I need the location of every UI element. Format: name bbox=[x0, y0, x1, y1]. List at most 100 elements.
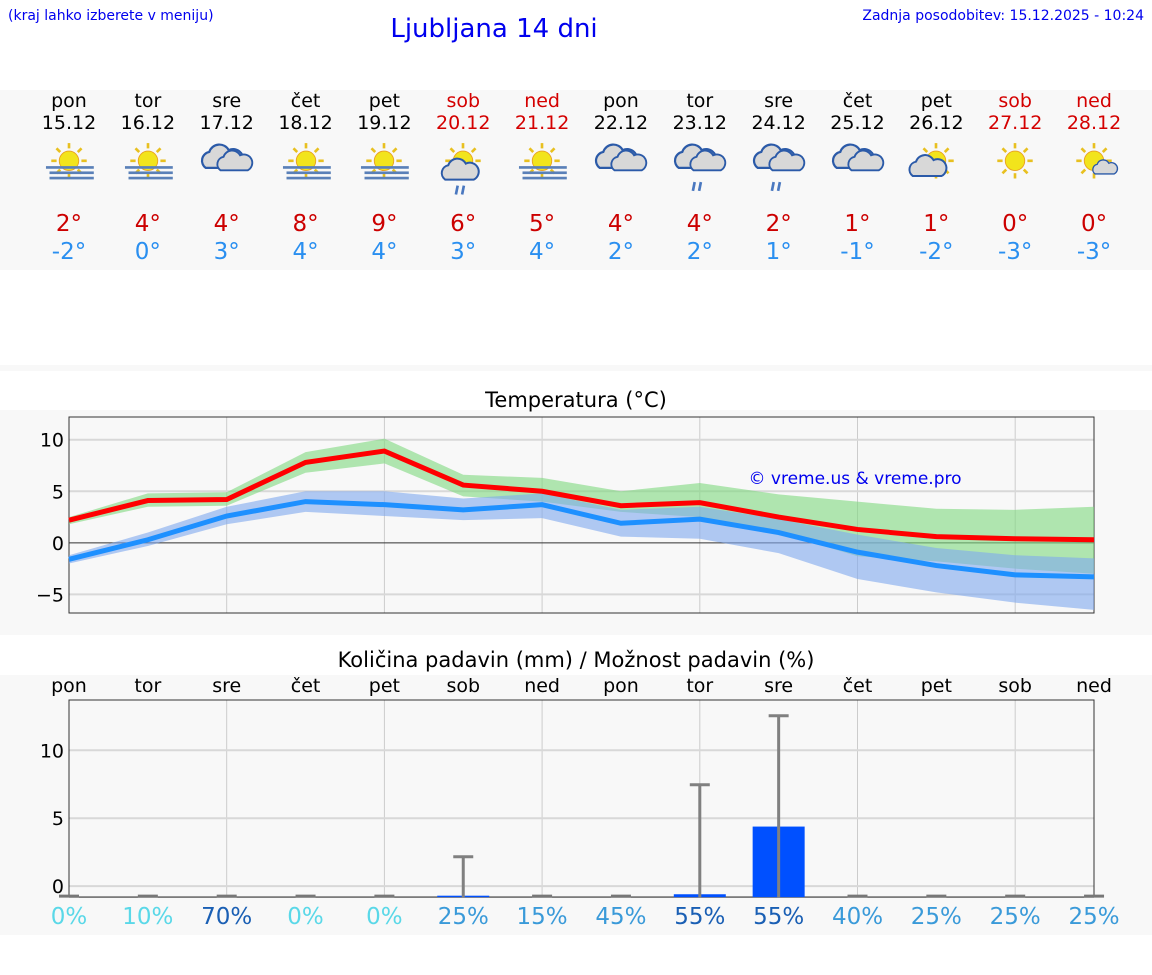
day-date: 24.12 bbox=[751, 112, 806, 134]
y-tick-label: 10 bbox=[40, 430, 64, 452]
max-temp: 0° bbox=[1002, 211, 1029, 237]
day-date: 22.12 bbox=[593, 112, 649, 134]
precip-chance: 10% bbox=[122, 904, 174, 930]
min-temp: 2° bbox=[607, 239, 634, 265]
day-forecast: sre 24.12 2° 1° bbox=[739, 90, 819, 266]
max-temp: 6° bbox=[450, 211, 477, 237]
day-forecast: čet 25.12 1° -1° bbox=[818, 90, 898, 266]
day-forecast: sob 20.12 6° 3° bbox=[423, 90, 503, 266]
max-temp: 4° bbox=[213, 211, 240, 237]
day-date: 21.12 bbox=[514, 112, 570, 134]
weather-sun-fog-icon bbox=[344, 136, 424, 198]
weather-sun-small-cloud-icon bbox=[1054, 136, 1134, 198]
weather-sun-icon bbox=[975, 136, 1055, 198]
min-temp: 0° bbox=[134, 239, 161, 265]
day-name: pon bbox=[603, 90, 639, 112]
precip-chance: 25% bbox=[1068, 904, 1120, 930]
day-date: 26.12 bbox=[909, 112, 964, 134]
min-temp: -2° bbox=[919, 239, 954, 265]
day-date: 15.12 bbox=[41, 112, 97, 134]
day-name: pet bbox=[920, 90, 952, 112]
temperature-line bbox=[68, 499, 1095, 580]
day-forecast: pon 22.12 4° 2° bbox=[581, 90, 661, 266]
min-temp: 4° bbox=[292, 239, 319, 265]
day-name: tor bbox=[134, 90, 162, 112]
day-forecast: sre 17.12 4° 3° bbox=[187, 90, 267, 266]
precip-day-label: sob bbox=[446, 675, 481, 697]
y-tick-label: −5 bbox=[36, 584, 64, 606]
day-forecast: pet 26.12 1° -2° bbox=[896, 90, 976, 266]
day-name: pet bbox=[368, 90, 400, 112]
precip-chance: 0% bbox=[50, 904, 88, 930]
day-name: sob bbox=[446, 90, 481, 112]
min-temp: -2° bbox=[51, 239, 87, 265]
y-tick-label: 5 bbox=[52, 808, 64, 830]
y-tick-label: 0 bbox=[52, 533, 64, 555]
precip-day-label: tor bbox=[134, 675, 162, 697]
max-temp: 0° bbox=[1080, 211, 1108, 237]
day-name: čet bbox=[842, 90, 873, 112]
precip-chance: 15% bbox=[516, 904, 568, 930]
precip-day-label: ned bbox=[524, 675, 560, 697]
precip-chance: 25% bbox=[437, 904, 489, 930]
forecast-strip bbox=[0, 90, 1152, 270]
precip-chance: 25% bbox=[989, 904, 1041, 930]
precip-day-label: čet bbox=[290, 675, 321, 697]
day-forecast: čet 18.12 8° 4° bbox=[266, 90, 346, 266]
y-tick-label: 10 bbox=[40, 740, 64, 762]
page-title: Ljubljana 14 dni bbox=[390, 14, 598, 44]
watermark: © vreme.us & vreme.pro bbox=[748, 469, 961, 489]
weather-cloudy-rain-icon bbox=[660, 136, 740, 198]
day-date: 28.12 bbox=[1066, 112, 1122, 134]
day-forecast: tor 16.12 4° 0° bbox=[108, 90, 188, 266]
day-forecast: ned 28.12 0° -3° bbox=[1054, 90, 1134, 266]
max-temp: 4° bbox=[134, 211, 161, 237]
day-forecast: pon 15.12 2° -2° bbox=[29, 90, 109, 266]
max-temp: 4° bbox=[607, 211, 634, 237]
day-name: sre bbox=[764, 90, 794, 112]
day-date: 16.12 bbox=[120, 112, 176, 134]
day-forecast: sob 27.12 0° -3° bbox=[975, 90, 1055, 266]
day-name: tor bbox=[686, 90, 714, 112]
weather-sun-fog-icon bbox=[108, 136, 188, 198]
precipitation-chart-title: Količina padavin (mm) / Možnost padavin … bbox=[337, 648, 815, 672]
precip-chance: 55% bbox=[674, 904, 726, 930]
precip-chance: 70% bbox=[201, 904, 253, 930]
day-name: ned bbox=[524, 90, 560, 112]
max-temp: 1° bbox=[923, 211, 950, 237]
precip-chance: 0% bbox=[366, 904, 403, 930]
weather-cloudy-icon bbox=[187, 136, 267, 198]
divider bbox=[0, 365, 1152, 371]
max-temp: 1° bbox=[844, 211, 871, 237]
day-forecast: pet 19.12 9° 4° bbox=[344, 90, 424, 266]
min-temp: 3° bbox=[213, 239, 240, 265]
day-name: sob bbox=[998, 90, 1032, 112]
min-temp: -3° bbox=[1076, 239, 1112, 265]
y-tick-label: 0 bbox=[52, 876, 64, 898]
day-name: čet bbox=[290, 90, 321, 112]
precip-day-label: pet bbox=[920, 675, 952, 697]
weather-sun-cloud-rain-icon bbox=[423, 136, 503, 198]
precip-chance: 0% bbox=[287, 904, 324, 930]
weather-cloudy-rain-icon bbox=[739, 136, 819, 198]
min-temp: 1° bbox=[765, 239, 792, 265]
y-tick-label: 5 bbox=[52, 481, 64, 503]
precip-chance: 55% bbox=[753, 904, 805, 930]
day-date: 27.12 bbox=[987, 112, 1043, 134]
day-name: pon bbox=[51, 90, 87, 112]
min-temp: -3° bbox=[997, 239, 1033, 265]
min-temp: 2° bbox=[686, 239, 713, 265]
max-temp: 4° bbox=[686, 211, 713, 237]
day-forecast: ned 21.12 5° 4° bbox=[502, 90, 582, 266]
max-temp: 9° bbox=[371, 211, 398, 237]
max-temp: 2° bbox=[765, 211, 792, 237]
day-forecast: tor 23.12 4° 2° bbox=[660, 90, 740, 266]
precip-day-label: sob bbox=[998, 675, 1032, 697]
precip-day-label: čet bbox=[842, 675, 873, 697]
max-temp: 5° bbox=[529, 211, 556, 237]
precip-day-label: ned bbox=[1076, 675, 1112, 697]
min-temp: -1° bbox=[840, 239, 875, 265]
precip-day-label: tor bbox=[686, 675, 714, 697]
precip-day-label: pon bbox=[51, 675, 87, 697]
max-temp: 2° bbox=[55, 211, 83, 237]
